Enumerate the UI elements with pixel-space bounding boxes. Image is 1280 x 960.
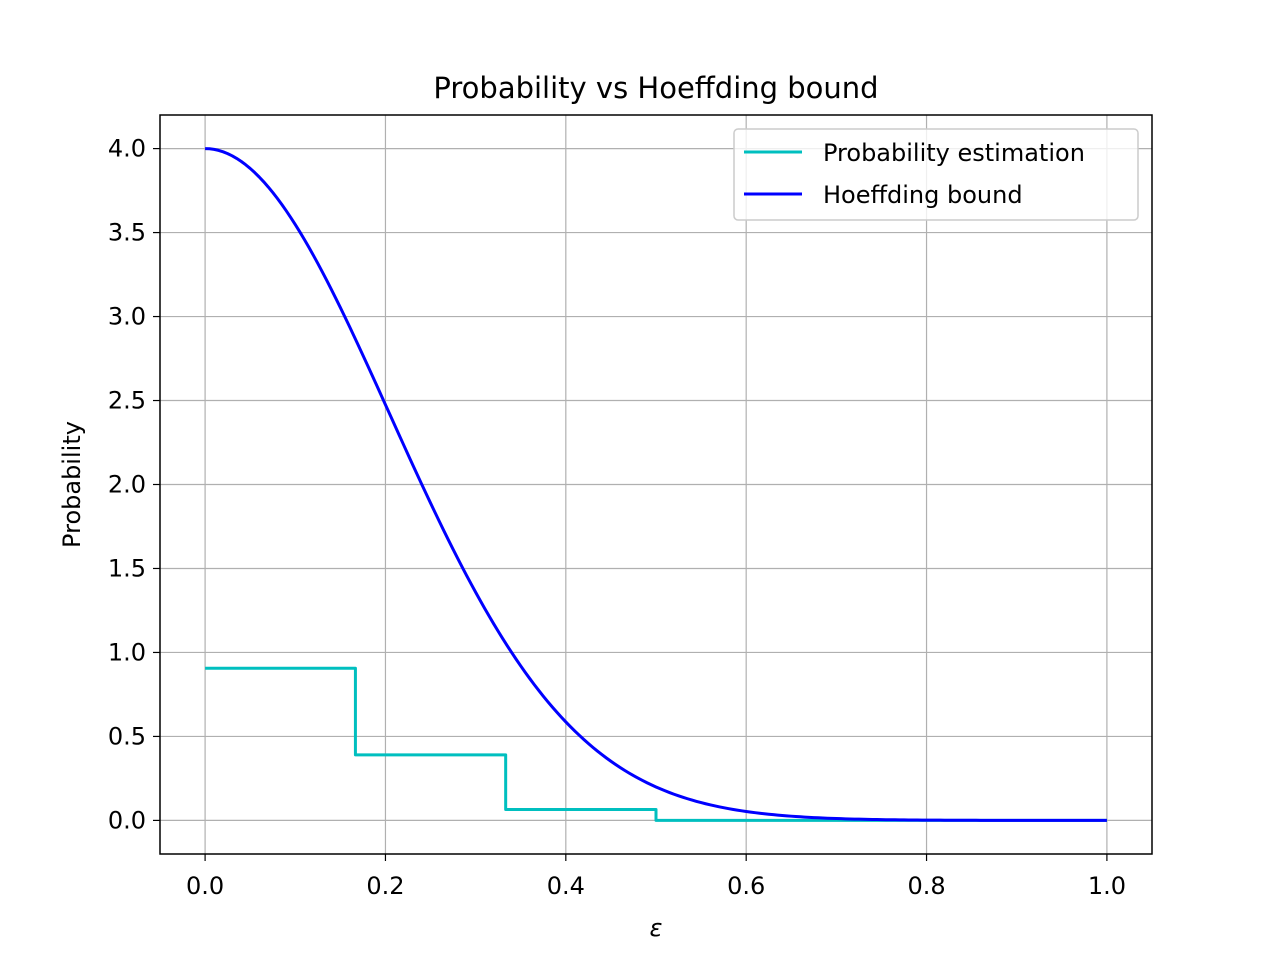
x-tick-label: 0.4 [547,872,585,900]
y-tick-label: 4.0 [108,135,146,163]
chart-title: Probability vs Hoeffding bound [433,71,878,105]
legend: Probability estimation Hoeffding bound [733,128,1139,221]
y-tick-label: 3.0 [108,303,146,331]
y-axis-label: Probability [58,421,86,548]
series-line-0 [205,666,1107,822]
y-tick-label: 1.5 [108,554,146,582]
series-line-1 [205,147,1107,822]
x-tick-label: 0.6 [727,872,765,900]
x-tick-label: 0.8 [907,872,945,900]
grid [160,115,1152,854]
x-tick-label: 0.2 [366,872,404,900]
series-layer [205,147,1107,822]
legend-box [733,128,1139,221]
x-axis-label: ε [650,914,663,942]
legend-label-1: Hoeffding bound [823,181,1023,209]
y-tick-label: 0.0 [108,806,146,834]
y-tick-label: 2.5 [108,387,146,415]
y-tick-label: 0.5 [108,722,146,750]
x-tick-label: 1.0 [1088,872,1126,900]
legend-label-0: Probability estimation [823,139,1085,167]
x-tick-label: 0.0 [186,872,224,900]
ticks: 0.0 0.2 0.4 0.6 0.8 1.0 0.0 0.5 1.0 1.5 2.0 2.5 3.0 3… [108,135,1126,900]
y-tick-label: 1.0 [108,638,146,666]
y-tick-label: 3.5 [108,219,146,247]
y-tick-label: 2.0 [108,471,146,499]
